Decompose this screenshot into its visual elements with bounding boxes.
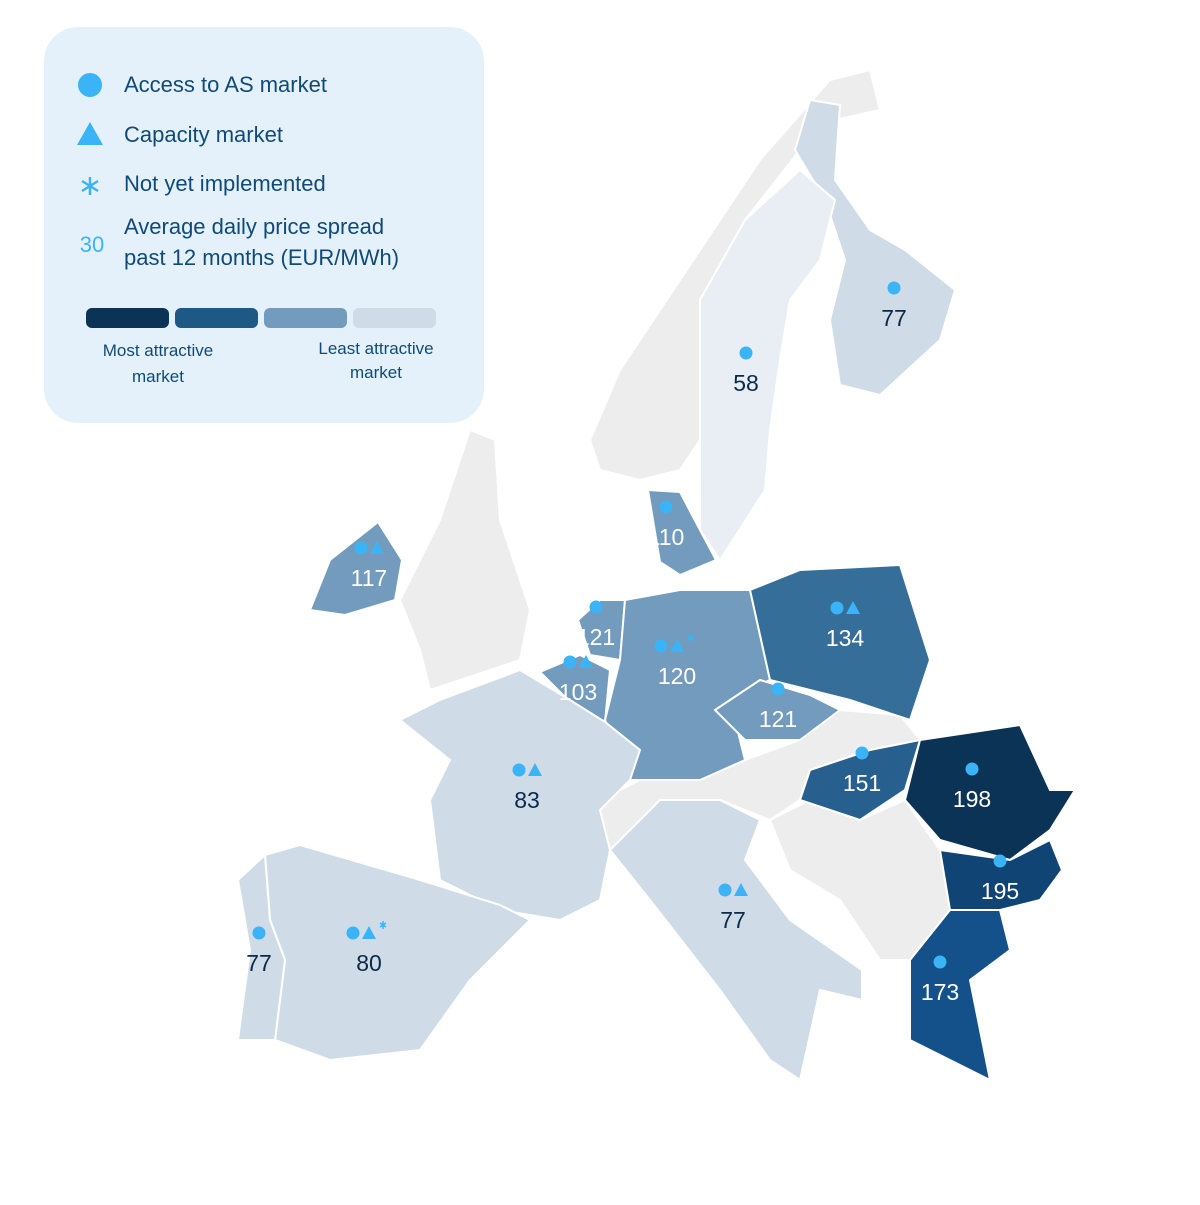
region-value: 80	[356, 950, 382, 976]
land	[398, 428, 532, 692]
marker-triangle	[734, 883, 748, 896]
region-value: 77	[246, 950, 272, 976]
region	[748, 563, 932, 722]
region-value: 117	[351, 565, 388, 591]
scale-bar	[175, 308, 258, 328]
regions: 77 58 110 117 121 103 120 134 121 83 151 198 195 173 7…	[236, 98, 1077, 1082]
region-value: 195	[981, 878, 1019, 904]
marker-circle	[993, 854, 1007, 868]
region-value: 198	[953, 786, 991, 812]
legend-item: Capacity market	[124, 122, 283, 147]
region	[793, 98, 957, 397]
region	[903, 723, 1077, 862]
legend-asterisk	[81, 177, 99, 195]
region	[798, 738, 922, 822]
region-value: 58	[733, 370, 759, 396]
scale-bar	[86, 308, 169, 328]
marker-circle	[830, 601, 844, 615]
legend-scale	[86, 308, 436, 328]
marker-triangle	[528, 763, 542, 776]
scale-label: market	[350, 363, 402, 382]
region-value: 173	[921, 979, 959, 1005]
region-value: 151	[843, 770, 881, 796]
region-value: 121	[759, 706, 797, 732]
legend-triangle	[77, 122, 103, 145]
marker-circle	[855, 746, 869, 760]
region-value: 121	[577, 624, 615, 650]
scale-bar	[353, 308, 436, 328]
scale-bar	[264, 308, 347, 328]
marker-triangle	[370, 541, 384, 554]
legend-item: Average daily price spread	[124, 214, 384, 239]
marker-triangle	[846, 601, 860, 614]
region-value: 134	[826, 625, 865, 651]
region	[236, 852, 287, 1041]
region-value: 103	[559, 679, 597, 705]
legend-item: Access to AS market	[124, 72, 327, 97]
marker-circle	[354, 541, 368, 555]
marker-circle	[252, 926, 266, 940]
marker-triangle	[670, 639, 684, 652]
marker-circle	[346, 926, 360, 940]
region-value: 83	[514, 787, 540, 813]
marker-circle	[887, 281, 901, 295]
marker-circle	[563, 655, 577, 669]
marker-asterisk	[379, 921, 387, 929]
region-value: 77	[881, 305, 907, 331]
region	[909, 909, 1012, 1082]
marker-circle	[965, 762, 979, 776]
marker-circle	[654, 639, 668, 653]
marker-circle	[771, 682, 785, 696]
marker-circle	[589, 600, 603, 614]
scale-label: market	[132, 367, 184, 386]
region	[713, 678, 842, 741]
legend-circle	[78, 73, 102, 97]
legend-example: 30	[80, 232, 104, 257]
legend-item: past 12 months (EUR/MWh)	[124, 245, 399, 270]
marker-triangle	[362, 926, 376, 939]
marker-circle	[739, 346, 753, 360]
region	[603, 589, 772, 781]
scale-label: Least attractive	[318, 339, 433, 358]
region-value: 120	[658, 663, 696, 689]
marker-asterisk	[687, 634, 695, 642]
legend-item: Not yet implemented	[124, 171, 326, 196]
region-value: 110	[648, 524, 685, 550]
scale-label: Most attractive	[103, 341, 214, 360]
region	[398, 668, 642, 922]
region	[608, 799, 863, 1082]
marker-triangle	[579, 655, 593, 668]
marker-circle	[659, 500, 673, 514]
marker-circle	[933, 955, 947, 969]
marker-circle	[718, 883, 732, 897]
marker-circle	[512, 763, 526, 777]
region-value: 77	[720, 907, 746, 933]
